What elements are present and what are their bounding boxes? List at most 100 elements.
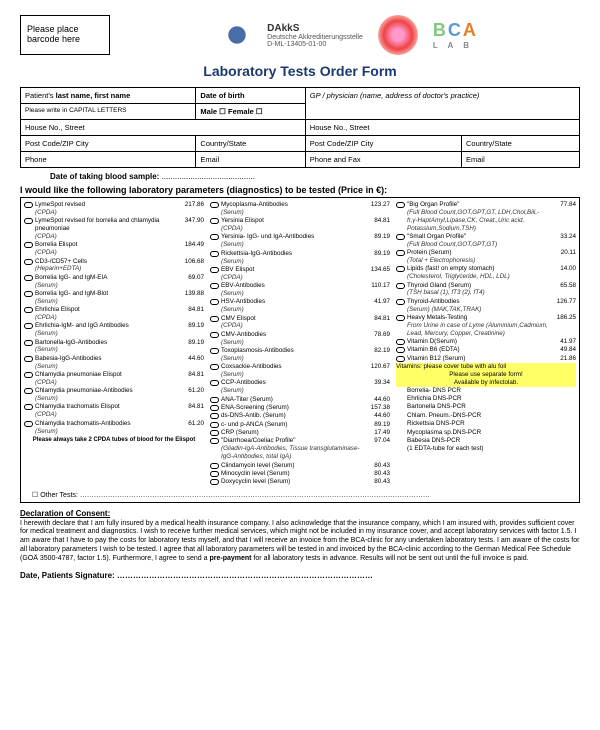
checkbox[interactable] bbox=[396, 299, 405, 305]
checkbox[interactable] bbox=[24, 202, 33, 208]
patient-zip[interactable]: Post Code/ZIP City bbox=[21, 136, 196, 152]
checkbox[interactable] bbox=[210, 380, 219, 386]
test-name: Doxycyclin level (Serum) bbox=[221, 478, 362, 486]
checkbox[interactable] bbox=[396, 283, 405, 289]
other-tests[interactable]: ☐ Other Tests: …………………………………………………………………… bbox=[32, 491, 576, 499]
checkbox[interactable] bbox=[24, 323, 33, 329]
test-name: Heavy Metals-TestingFrom Urine in case o… bbox=[407, 314, 548, 338]
patient-email[interactable]: Email bbox=[196, 152, 305, 168]
test-price: 84.81 bbox=[362, 315, 390, 323]
checkbox[interactable] bbox=[24, 218, 33, 224]
test-name: Bartonella-IgG-Antibodies(Serum) bbox=[35, 339, 176, 355]
logo-row: DAkkSDeutsche AkkreditierungsstelleD-ML-… bbox=[120, 15, 580, 55]
test-price: 110.17 bbox=[362, 282, 390, 290]
checkbox[interactable] bbox=[396, 266, 405, 272]
test-price: 186.25 bbox=[548, 314, 576, 322]
sample-date-field[interactable]: ........................................… bbox=[162, 172, 255, 181]
checkbox[interactable] bbox=[24, 372, 33, 378]
test-price: 17.49 bbox=[362, 429, 390, 437]
checkbox[interactable] bbox=[24, 421, 33, 427]
checkbox[interactable] bbox=[210, 422, 219, 428]
checkbox[interactable] bbox=[396, 315, 405, 321]
cpda-note: Please always take 2 CPDA tubes of blood… bbox=[24, 437, 204, 445]
gender-checkboxes[interactable]: Male ☐ Female ☐ bbox=[200, 107, 262, 116]
checkbox[interactable] bbox=[210, 348, 219, 354]
test-name: Protein (Serum)(Total + Electrophoresis) bbox=[407, 249, 548, 265]
checkbox[interactable] bbox=[24, 291, 33, 297]
test-price: 84.81 bbox=[176, 403, 204, 411]
checkbox[interactable] bbox=[210, 283, 219, 289]
checkbox[interactable] bbox=[396, 356, 405, 362]
test-price: 44.60 bbox=[176, 355, 204, 363]
checkbox[interactable] bbox=[24, 259, 33, 265]
patient-country[interactable]: Country/State bbox=[196, 136, 305, 152]
patient-street[interactable]: House No., Street bbox=[21, 120, 306, 136]
checkbox[interactable] bbox=[24, 388, 33, 394]
declaration-text: I herewith declare that I am fully insur… bbox=[20, 520, 580, 564]
test-name: CCP-Antibodies(Serum) bbox=[221, 379, 362, 395]
checkbox[interactable] bbox=[210, 397, 219, 403]
gp-country[interactable]: Country/State bbox=[461, 136, 579, 152]
checkbox[interactable] bbox=[210, 413, 219, 419]
test-name: CRP (Serum) bbox=[221, 429, 362, 437]
test-name: Yersinia Elispot(CPDA) bbox=[221, 217, 362, 233]
checkbox[interactable] bbox=[210, 463, 219, 469]
test-price: 78.69 bbox=[362, 331, 390, 339]
checkbox[interactable] bbox=[210, 405, 219, 411]
test-name: Coxsackie-Antibodies(Serum) bbox=[221, 363, 362, 379]
checkbox[interactable] bbox=[396, 202, 405, 208]
test-price: 41.97 bbox=[362, 298, 390, 306]
gp-email[interactable]: Email bbox=[461, 152, 579, 168]
checkbox[interactable] bbox=[24, 404, 33, 410]
test-name: Ehrlichia Elispot(CPDA) bbox=[35, 306, 176, 322]
pcr-item: Chlam. Pneum.-DNS-PCR bbox=[407, 412, 576, 420]
gp-street[interactable]: House No., Street bbox=[305, 120, 579, 136]
checkbox[interactable] bbox=[210, 438, 219, 444]
test-name: Lipids (fast! on empty stomach)(Choleste… bbox=[407, 265, 548, 281]
test-name: Borrelia IgG- and IgM-EIA(Serum) bbox=[35, 274, 176, 290]
test-price: 89.19 bbox=[176, 322, 204, 330]
checkbox[interactable] bbox=[24, 356, 33, 362]
checkbox[interactable] bbox=[210, 218, 219, 224]
checkbox[interactable] bbox=[210, 202, 219, 208]
checkbox[interactable] bbox=[396, 339, 405, 345]
checkbox[interactable] bbox=[210, 430, 219, 436]
checkbox[interactable] bbox=[24, 275, 33, 281]
test-name: CMV Elispot(CPDA) bbox=[221, 315, 362, 331]
test-price: 97.04 bbox=[362, 437, 390, 445]
checkbox[interactable] bbox=[210, 316, 219, 322]
checkbox[interactable] bbox=[396, 347, 405, 353]
test-name: Chlamydia trachomatis Elispot(CPDA) bbox=[35, 403, 176, 419]
gp-zip[interactable]: Post Code/ZIP City bbox=[305, 136, 461, 152]
checkbox[interactable] bbox=[210, 299, 219, 305]
signature-line[interactable]: Date, Patients Signature: ……………………………………… bbox=[20, 571, 580, 580]
checkbox[interactable] bbox=[396, 234, 405, 240]
test-price: 84.81 bbox=[176, 306, 204, 314]
test-name: CD3-/CD57+ Cells(Heparin+EDTA) bbox=[35, 258, 176, 274]
checkbox[interactable] bbox=[24, 242, 33, 248]
checkbox[interactable] bbox=[210, 234, 219, 240]
patient-phone[interactable]: Phone bbox=[21, 152, 196, 168]
test-price: 184.49 bbox=[176, 241, 204, 249]
checkbox[interactable] bbox=[210, 364, 219, 370]
checkbox[interactable] bbox=[210, 332, 219, 338]
gp-phone[interactable]: Phone and Fax bbox=[305, 152, 461, 168]
checkbox[interactable] bbox=[210, 479, 219, 485]
bca-logo: BCAL A B bbox=[433, 20, 478, 50]
test-price: 80.43 bbox=[362, 478, 390, 486]
test-name: CMV-Antibodies(Serum) bbox=[221, 331, 362, 347]
test-name: Babesia-IgG-Antibodies(Serum) bbox=[35, 355, 176, 371]
test-price: 80.43 bbox=[362, 470, 390, 478]
test-name: HSV-Antibodies(Serum) bbox=[221, 298, 362, 314]
checkbox[interactable] bbox=[210, 267, 219, 273]
patient-info-table: Patient's last name, first name Date of … bbox=[20, 87, 580, 168]
checkbox[interactable] bbox=[210, 471, 219, 477]
checkbox[interactable] bbox=[24, 307, 33, 313]
checkbox[interactable] bbox=[210, 251, 219, 257]
test-price: 123.27 bbox=[362, 201, 390, 209]
test-name: EBV-Antibodies(Serum) bbox=[221, 282, 362, 298]
pcr-item: Bartonella DNS-PCR bbox=[407, 403, 576, 411]
checkbox[interactable] bbox=[24, 340, 33, 346]
checkbox[interactable] bbox=[396, 250, 405, 256]
param-box: LymeSpot revised(CPDA)217.86LymeSpot rev… bbox=[20, 197, 580, 503]
